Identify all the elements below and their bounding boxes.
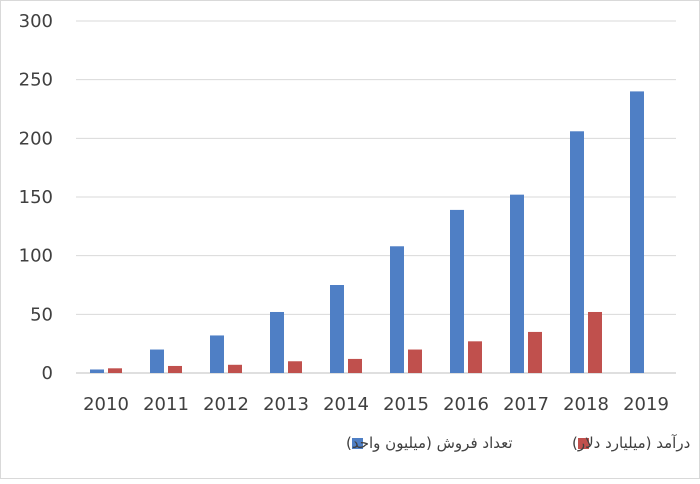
bar-revenue: [348, 358, 362, 373]
x-tick-label: 2019: [623, 394, 669, 415]
x-tick-label: 2012: [203, 394, 249, 415]
bar-revenue: [228, 364, 242, 373]
bar-revenue: [288, 361, 302, 373]
x-axis-ticks: 2010 2011 2012 2013 2014 2015 2016 2017 2018 2019: [83, 394, 669, 415]
y-tick-label: 100: [19, 246, 53, 267]
grid-lines: [76, 20, 676, 374]
legend-label-revenue: درآمد (میلیارد دلار): [572, 434, 690, 452]
x-tick-label: 2013: [263, 394, 309, 415]
bar-sales: [390, 246, 404, 373]
bar-sales: [450, 209, 464, 373]
y-axis-ticks: 0 50 100 150 200 250 300: [19, 11, 53, 384]
legend-swatch-sales: [352, 438, 363, 449]
x-tick-label: 2015: [383, 394, 429, 415]
y-tick-label: 50: [30, 304, 53, 325]
y-tick-label: 250: [19, 70, 53, 91]
legend-label-sales: تعداد فروش (میلیون واحد): [346, 434, 513, 452]
bar-revenue: [108, 368, 122, 373]
bar-sales: [150, 349, 164, 373]
x-tick-label: 2018: [563, 394, 609, 415]
bar-sales: [510, 194, 524, 373]
y-tick-label: 300: [19, 11, 53, 32]
x-tick-label: 2011: [143, 394, 189, 415]
bar-sales: [630, 91, 644, 374]
y-tick-label: 150: [19, 187, 53, 208]
bar-revenue: [468, 341, 482, 373]
x-tick-label: 2017: [503, 394, 549, 415]
bar-sales: [570, 131, 584, 373]
bar-revenue: [528, 331, 542, 373]
y-tick-label: 0: [42, 363, 53, 384]
bars: [90, 91, 644, 374]
bar-revenue: [168, 365, 182, 373]
bar-sales: [330, 285, 344, 373]
legend-swatch-revenue: [578, 438, 589, 449]
bar-revenue: [588, 311, 602, 373]
x-tick-label: 2010: [83, 394, 129, 415]
bar-sales: [210, 335, 224, 373]
bar-sales: [90, 369, 104, 373]
x-tick-label: 2016: [443, 394, 489, 415]
legend: تعداد فروش (میلیون واحد) درآمد (میلیارد …: [346, 434, 690, 452]
y-tick-label: 200: [19, 128, 53, 149]
bar-revenue: [408, 349, 422, 373]
x-tick-label: 2014: [323, 394, 369, 415]
bar-sales: [270, 311, 284, 373]
